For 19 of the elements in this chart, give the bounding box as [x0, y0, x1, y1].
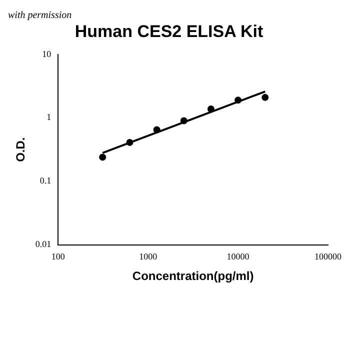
point: [180, 117, 188, 124]
point: [126, 138, 134, 146]
y-tick-label: 0.1: [40, 176, 52, 186]
text: with permission: [8, 10, 72, 21]
point: [99, 154, 106, 161]
x-tick-label: 1000: [139, 252, 158, 262]
x-tick-label: 10000: [226, 252, 250, 262]
x-tick-label: 100000: [314, 252, 342, 262]
x-axis-title: Concentration(pg/ml): [132, 269, 254, 284]
point: [262, 94, 269, 101]
y-axis-title: O.D.: [14, 137, 28, 162]
point: [207, 105, 214, 112]
point: [234, 96, 242, 104]
y-tick-label: 0.01: [35, 239, 52, 250]
chart-title: Human CES2 ELISA Kit: [74, 22, 264, 41]
x-tick-label: 100: [51, 252, 66, 262]
y-tick-label: 1: [46, 112, 52, 122]
point: [153, 126, 160, 134]
y-tick-label: 10: [42, 48, 52, 59]
